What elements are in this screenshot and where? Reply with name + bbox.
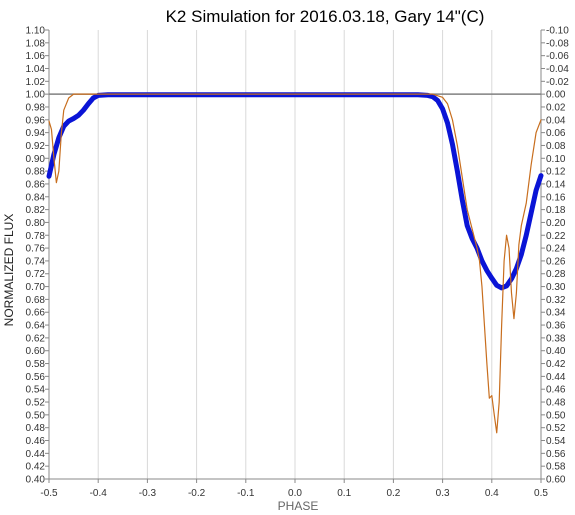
y2-tick-label: 0.20: [546, 218, 566, 229]
y2-tick-label: -0.02: [546, 77, 569, 88]
y-tick-label: 1.02: [26, 77, 46, 88]
y-tick-labels: 0.40 0.42 0.44 0.46 0.48 0.500.52 0.54 0.56 0.58…: [26, 26, 46, 486]
y-tick-label: 0.74: [26, 256, 46, 267]
y2-tick-label: 0.12: [546, 167, 566, 178]
y2-tick-label: 0.52: [546, 423, 566, 434]
x-tick-label: 0.1: [337, 488, 351, 499]
y2-tick-label: 0.16: [546, 192, 566, 203]
y-tick-label: 0.64: [26, 321, 46, 332]
y-tick-label: 0.90: [26, 154, 46, 165]
y2-tick-label: 0.34: [546, 308, 566, 319]
y2-tick-label: 0.60: [546, 475, 566, 486]
y2-tick-label: 0.58: [546, 462, 566, 473]
y2-tick-label: 0.02: [546, 102, 566, 113]
y-tick-label: 0.44: [26, 449, 46, 460]
y-tick-label: 0.62: [26, 333, 46, 344]
y-tick-label: 0.66: [26, 308, 46, 319]
y-axis-label: NORMALIZED FLUX: [2, 214, 16, 327]
y2-tick-label: 0.26: [546, 256, 566, 267]
y-tick-label: 0.70: [26, 282, 46, 293]
y2-tick-label: 0.38: [546, 333, 566, 344]
y-tick-label: 0.68: [26, 295, 46, 306]
y-tick-label: 1.10: [26, 26, 46, 37]
y-tick-label: 1.04: [26, 64, 46, 75]
y-tick-label: 0.54: [26, 385, 46, 396]
y-tick-label: 0.76: [26, 244, 46, 255]
x-tick-label: 0.4: [485, 488, 499, 499]
y-tick-label: 0.46: [26, 436, 46, 447]
series-group: [46, 92, 544, 434]
y2-tick-label: 0.44: [546, 372, 566, 383]
y2-tick-label: 0.50: [546, 410, 566, 421]
y-tick-label: 0.48: [26, 423, 46, 434]
y2-tick-label: 0.04: [546, 115, 566, 126]
y2-tick-label: 0.08: [546, 141, 566, 152]
y-tick-label: 1.00: [26, 90, 46, 101]
y-tick-label: 0.42: [26, 462, 46, 473]
y2-tick-label: 0.14: [546, 179, 566, 190]
y2-tick-label: 0.10: [546, 154, 566, 165]
y-tick-label: 0.52: [26, 398, 46, 409]
y2-tick-label: 0.06: [546, 128, 566, 139]
series-line-blue: [46, 92, 544, 291]
y-tick-label: 0.50: [26, 410, 46, 421]
x-tick-label: -0.5: [40, 488, 58, 499]
x-tick-label: -0.4: [90, 488, 108, 499]
y-tick-label: 0.82: [26, 205, 46, 216]
y-tick-label: 1.08: [26, 38, 46, 49]
y-tick-label: 0.58: [26, 359, 46, 370]
y2-tick-label: -0.04: [546, 64, 569, 75]
series-line-orange: [48, 93, 542, 434]
y2-tick-label: -0.08: [546, 38, 569, 49]
y-tick-label: 0.96: [26, 115, 46, 126]
chart-title: K2 Simulation for 2016.03.18, Gary 14"(C…: [166, 7, 485, 26]
x-tick-label: -0.1: [237, 488, 255, 499]
y2-tick-label: 0.40: [546, 346, 566, 357]
y2-tick-label: 0.56: [546, 449, 566, 460]
y2-tick-label: -0.06: [546, 51, 569, 62]
y-tick-label: 0.86: [26, 179, 46, 190]
x-tick-label: 0.3: [436, 488, 450, 499]
y2-tick-label: 0.30: [546, 282, 566, 293]
y-tick-label: 0.92: [26, 141, 46, 152]
y-tick-label: 1.06: [26, 51, 46, 62]
y-tick-label: 0.72: [26, 269, 46, 280]
y2-tick-label: 0.22: [546, 231, 566, 242]
grid-lines: [48, 30, 542, 479]
y2-tick-label: 0.54: [546, 436, 566, 447]
y-tick-label: 0.88: [26, 167, 46, 178]
y2-tick-label: 0.24: [546, 244, 566, 255]
x-axis-label: PHASE: [278, 499, 319, 513]
y-tick-label: 0.40: [26, 475, 46, 486]
y-tick-label: 0.78: [26, 231, 46, 242]
x-tick-label: 0.2: [386, 488, 400, 499]
y2-tick-labels: 0.60 0.58 0.56 0.54 0.52 0.500.48 0.46 0.44 0.42…: [546, 26, 569, 486]
y2-tick-label: 0.42: [546, 359, 566, 370]
y2-tick-label: -0.10: [546, 26, 569, 37]
x-tick-label: 0.0: [288, 488, 302, 499]
y2-tick-label: 0.32: [546, 295, 566, 306]
y-tick-label: 0.84: [26, 192, 46, 203]
y2-tick-label: 0.18: [546, 205, 566, 216]
y2-tick-label: 0.00: [546, 90, 566, 101]
y-tick-label: 0.56: [26, 372, 46, 383]
y2-tick-label: 0.48: [546, 398, 566, 409]
y-tick-label: 0.60: [26, 346, 46, 357]
y-tick-label: 0.98: [26, 102, 46, 113]
x-tick-label: -0.2: [188, 488, 206, 499]
x-tick-label: 0.5: [534, 488, 548, 499]
y-tick-label: 0.94: [26, 128, 46, 139]
y2-tick-label: 0.46: [546, 385, 566, 396]
y-tick-label: 0.80: [26, 218, 46, 229]
x-tick-labels: -0.5 -0.4 -0.3 -0.2 -0.1 0.0 0.1 0.2 0.3 0.4 0.5: [40, 488, 548, 499]
x-tick-label: -0.3: [139, 488, 157, 499]
y2-tick-label: 0.28: [546, 269, 566, 280]
y2-tick-label: 0.36: [546, 321, 566, 332]
